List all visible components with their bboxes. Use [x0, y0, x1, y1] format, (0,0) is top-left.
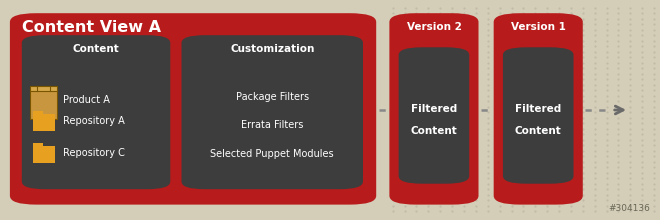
Text: Selected Puppet Modules: Selected Puppet Modules	[211, 149, 334, 159]
Text: Content View A: Content View A	[22, 20, 161, 35]
FancyBboxPatch shape	[33, 146, 55, 163]
FancyBboxPatch shape	[399, 47, 469, 184]
Text: Errata Filters: Errata Filters	[241, 120, 304, 130]
FancyBboxPatch shape	[22, 35, 170, 189]
Text: Content: Content	[515, 126, 562, 136]
Text: Version 1: Version 1	[511, 22, 566, 32]
FancyBboxPatch shape	[30, 90, 57, 119]
Text: Product A: Product A	[63, 95, 110, 105]
FancyBboxPatch shape	[494, 13, 583, 205]
FancyBboxPatch shape	[33, 114, 55, 131]
Text: Filtered: Filtered	[411, 104, 457, 114]
FancyBboxPatch shape	[33, 143, 43, 146]
FancyBboxPatch shape	[389, 13, 478, 205]
Text: Customization: Customization	[230, 44, 314, 54]
FancyBboxPatch shape	[182, 35, 363, 189]
FancyBboxPatch shape	[10, 13, 376, 205]
Text: Repository C: Repository C	[63, 148, 125, 158]
FancyBboxPatch shape	[503, 47, 574, 184]
Text: #304136: #304136	[609, 204, 650, 213]
Text: Content: Content	[73, 44, 119, 54]
Text: Version 2: Version 2	[407, 22, 461, 32]
Text: Repository A: Repository A	[63, 116, 125, 126]
Text: Package Filters: Package Filters	[236, 92, 309, 102]
FancyBboxPatch shape	[33, 111, 43, 114]
FancyBboxPatch shape	[30, 86, 57, 91]
Text: Content: Content	[411, 126, 457, 136]
Text: Filtered: Filtered	[515, 104, 562, 114]
